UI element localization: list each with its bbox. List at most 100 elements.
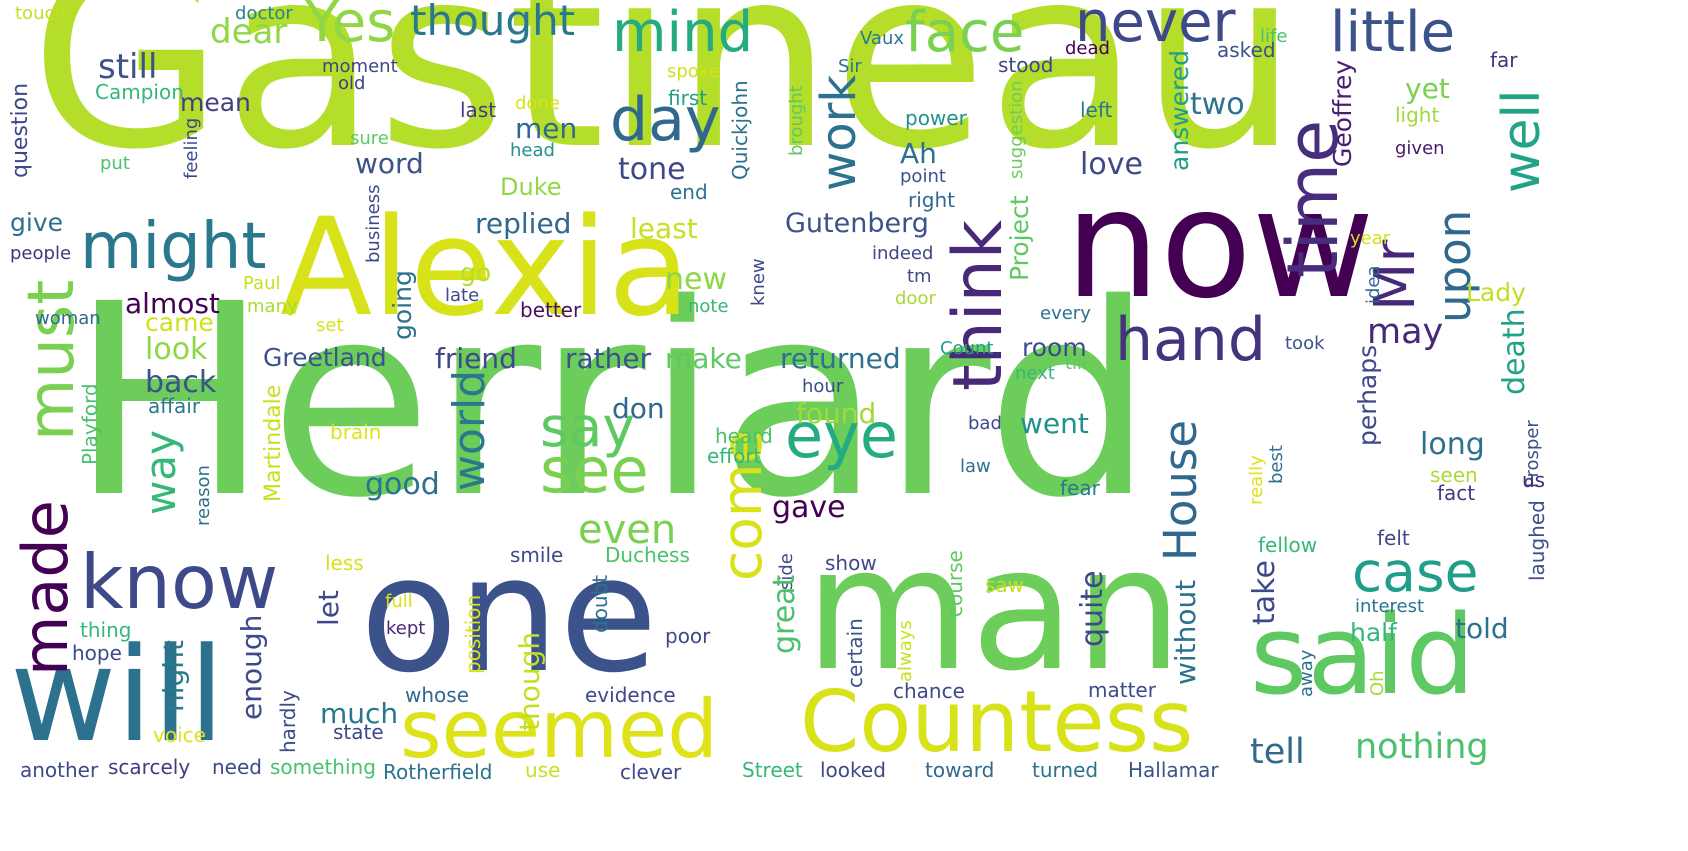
- word-sure: sure: [350, 128, 389, 149]
- word-voice: voice: [153, 723, 206, 747]
- word-least: least: [630, 212, 698, 245]
- word-suggestion: suggestion: [1006, 80, 1027, 179]
- word-yes: Yes: [305, 0, 396, 55]
- word-tell: tell: [1250, 732, 1305, 772]
- word-use: use: [525, 758, 561, 782]
- word-will: will: [10, 619, 225, 771]
- word-way: way: [136, 430, 185, 515]
- word-let: let: [312, 590, 345, 626]
- word-late: late: [445, 285, 480, 306]
- word-state: state: [333, 720, 384, 744]
- word-stood: stood: [998, 53, 1054, 77]
- word-power: power: [905, 106, 967, 130]
- word-enough: enough: [235, 614, 268, 720]
- word-tm: tm: [907, 266, 932, 287]
- word-even: even: [578, 507, 677, 553]
- word-day: day: [610, 85, 721, 155]
- word-rather: rather: [565, 342, 652, 375]
- word-touch: touch: [15, 3, 66, 24]
- word-law: law: [960, 456, 991, 477]
- word-knew: knew: [748, 258, 769, 306]
- word-still: still: [98, 47, 158, 87]
- word-poor: poor: [665, 624, 711, 648]
- word-put: put: [100, 153, 130, 174]
- word-turned: turned: [1032, 758, 1099, 782]
- word-may: may: [1367, 312, 1444, 352]
- word-first: first: [668, 86, 708, 110]
- word-face: face: [905, 0, 1025, 65]
- word-room: room: [1022, 333, 1087, 362]
- word-know: know: [80, 538, 279, 626]
- word-position: position: [461, 594, 485, 674]
- word-herriard: Herriard: [70, 248, 1155, 556]
- word-seen: seen: [1430, 463, 1478, 487]
- word-spoke: spoke: [667, 61, 720, 82]
- word-ah: Ah: [900, 137, 937, 170]
- word-oh: Oh: [1367, 670, 1388, 696]
- word-project: Project: [1005, 195, 1034, 281]
- word-show: show: [825, 551, 877, 575]
- word-chance: chance: [893, 679, 965, 703]
- word-love: love: [1080, 147, 1143, 182]
- word-friend: friend: [435, 342, 517, 375]
- word-street: Street: [742, 758, 803, 782]
- word-hope: hope: [72, 641, 122, 665]
- word-year: year: [1350, 228, 1391, 249]
- word-fear: fear: [1060, 476, 1100, 500]
- word-seemed: seemed: [400, 683, 719, 776]
- word-door: door: [895, 288, 936, 309]
- word-back: back: [145, 365, 217, 400]
- word-whose: whose: [405, 683, 469, 707]
- word-full: full: [385, 591, 413, 612]
- word-saw: saw: [985, 573, 1025, 597]
- word-go: go: [460, 258, 492, 287]
- word-another: another: [20, 758, 99, 782]
- word-man: man: [805, 511, 1183, 709]
- word-perhaps: perhaps: [1353, 344, 1382, 446]
- word-long: long: [1420, 427, 1485, 462]
- word-take: take: [1247, 560, 1282, 625]
- word-life: life: [1260, 26, 1288, 47]
- word-two: two: [1190, 87, 1245, 122]
- word-end: end: [670, 180, 708, 204]
- word-quite: quite: [1075, 570, 1110, 647]
- word-half: half: [1350, 618, 1397, 647]
- word-took: took: [1285, 333, 1325, 354]
- word-new: new: [665, 262, 728, 297]
- word-set: set: [316, 315, 344, 336]
- word-world: world: [444, 369, 495, 491]
- word-brought: brought: [786, 85, 807, 156]
- word-asked: asked: [1217, 38, 1276, 62]
- word-answered: answered: [1165, 50, 1194, 171]
- word-word: word: [355, 147, 424, 180]
- word-paul: Paul: [243, 273, 281, 294]
- word-always: always: [895, 620, 916, 682]
- word-fact: fact: [1437, 481, 1476, 505]
- word-every: every: [1040, 303, 1091, 324]
- word-best: best: [1266, 445, 1287, 484]
- word-replied: replied: [475, 207, 572, 240]
- word-case: case: [1352, 540, 1479, 604]
- word-going: going: [388, 270, 417, 340]
- word-point: point: [900, 166, 946, 187]
- word-mean: mean: [180, 88, 251, 117]
- word-almost: almost: [125, 287, 220, 320]
- word-dear: dear: [210, 12, 288, 52]
- word-effort: effort: [707, 444, 762, 468]
- word-men: men: [515, 112, 578, 145]
- word-went: went: [1020, 407, 1089, 440]
- word-look: look: [145, 332, 208, 367]
- word-far: far: [1490, 48, 1518, 72]
- word-give: give: [10, 208, 63, 237]
- word-say: say: [540, 395, 635, 459]
- word-toward: toward: [925, 758, 995, 782]
- word-need: need: [212, 755, 262, 779]
- word-smile: smile: [510, 543, 564, 567]
- word-left: left: [1080, 98, 1113, 122]
- word-clever: clever: [620, 760, 682, 784]
- word-indeed: indeed: [872, 243, 934, 264]
- word-something: something: [270, 755, 376, 779]
- word-much: much: [320, 697, 399, 730]
- word-gastineau: Gastineau: [30, 0, 1299, 204]
